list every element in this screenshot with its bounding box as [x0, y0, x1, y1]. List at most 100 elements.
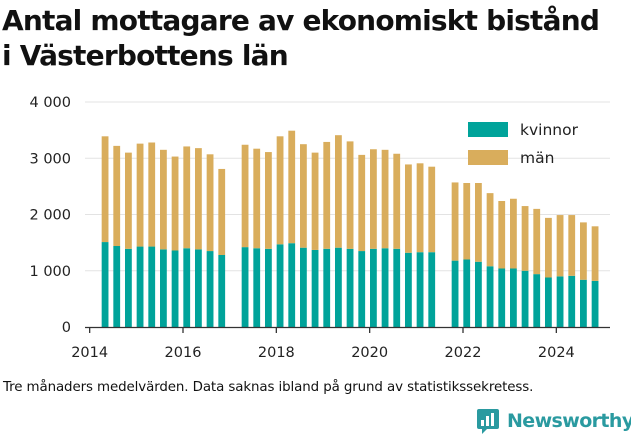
bar-man [545, 217, 552, 278]
bar-man [346, 141, 354, 249]
y-tick-label: 2 000 [29, 208, 71, 224]
x-tick-label: 2014 [71, 345, 108, 361]
bar-kvinnor [160, 249, 167, 328]
bar-man [136, 143, 144, 247]
bar-man [323, 141, 331, 249]
bar-kvinnor [288, 243, 296, 327]
bar-man [568, 215, 576, 276]
bar-man [451, 182, 459, 261]
bar-man [148, 142, 156, 247]
x-tick-label: 2024 [538, 345, 575, 361]
bar-man [486, 193, 494, 267]
bar-man [101, 136, 109, 243]
bar-man [125, 152, 132, 249]
bar-man [241, 144, 249, 248]
bar-kvinnor [463, 259, 471, 327]
chart-title: Antal mottagare av ekonomiskt bistånd i … [2, 3, 630, 73]
y-tick-label: 0 [62, 320, 71, 336]
bar-man [416, 163, 424, 253]
bar-man [311, 152, 319, 250]
bar-man [405, 164, 412, 253]
bar-kvinnor [533, 274, 541, 328]
bar-man [288, 130, 296, 244]
bar-man [358, 154, 366, 252]
bar-kvinnor [428, 252, 436, 327]
bar-kvinnor [405, 252, 412, 327]
chart-title-line-2: i Västerbottens län [2, 39, 289, 72]
bar-man [113, 145, 121, 247]
bar-kvinnor [101, 242, 109, 327]
legend-label-man: män [520, 149, 554, 167]
bar-man [591, 226, 599, 281]
bar-kvinnor [358, 251, 366, 327]
bar-man [580, 222, 587, 280]
legend-label-kvinnor: kvinnor [520, 121, 579, 139]
bar-man [171, 156, 179, 251]
bar-man [381, 149, 389, 249]
stacked-bar-chart: 0 1 000 2 000 3 000 4 000 2014 2016 2018 2020 202… [29, 95, 610, 361]
bar-man [533, 208, 541, 275]
bar-kvinnor [206, 251, 214, 327]
bar-kvinnor [545, 277, 552, 327]
bar-kvinnor [451, 260, 459, 328]
bar-man [521, 206, 529, 271]
bar-man [475, 183, 482, 262]
bar-kvinnor [253, 248, 261, 327]
chart-caption: Tre månaders medelvärden. Data saknas ib… [3, 380, 534, 395]
bar-man [463, 183, 471, 260]
x-tick-label: 2020 [351, 345, 388, 361]
bar-kvinnor [381, 248, 389, 327]
y-tick-label: 3 000 [29, 151, 71, 167]
bar-man [498, 201, 506, 269]
x-tick-label: 2016 [165, 345, 202, 361]
bar-man [218, 168, 226, 255]
bar-kvinnor [370, 248, 377, 327]
bar-kvinnor [171, 250, 179, 327]
y-tick-label: 4 000 [29, 95, 71, 111]
bar-kvinnor [113, 246, 121, 327]
bar-man [556, 215, 564, 277]
bar-man [183, 146, 191, 249]
bar-kvinnor [311, 249, 319, 327]
bar-kvinnor [218, 255, 226, 327]
brand-name: Newsworthy [507, 410, 631, 432]
bar-man [195, 148, 202, 250]
bar-man [393, 153, 401, 249]
bar-kvinnor [136, 246, 144, 327]
newsworthy-logo: Newsworthy [476, 408, 631, 434]
chart-title-line-1: Antal mottagare av ekonomiskt bistånd [2, 4, 600, 37]
bar-kvinnor [195, 249, 202, 328]
bar-man [206, 154, 214, 252]
bar-kvinnor [241, 247, 249, 328]
bar-kvinnor [510, 268, 517, 327]
bar-kvinnor [568, 275, 576, 327]
bar-kvinnor [183, 248, 191, 327]
newsworthy-chart-logo-icon [477, 409, 499, 434]
bar-kvinnor [498, 268, 506, 327]
bar-kvinnor [125, 248, 132, 327]
legend-swatch-man [468, 150, 508, 165]
bar-kvinnor [591, 280, 599, 328]
bar-man [253, 148, 261, 249]
bar-kvinnor [556, 276, 564, 328]
bar-man [160, 149, 167, 250]
bar-kvinnor [393, 248, 401, 327]
bar-kvinnor [335, 247, 342, 327]
bar-kvinnor [300, 247, 307, 327]
bar-kvinnor [346, 248, 354, 327]
bar-kvinnor [416, 252, 424, 327]
bar-man [510, 198, 517, 269]
bar-man [265, 152, 272, 249]
bar-kvinnor [475, 261, 482, 327]
bar-man [370, 149, 377, 249]
x-tick-label: 2018 [258, 345, 295, 361]
bar-kvinnor [323, 248, 331, 327]
bar-kvinnor [148, 246, 156, 327]
legend-swatch-kvinnor [468, 122, 508, 137]
bar-kvinnor [265, 248, 272, 327]
bar-man [335, 135, 342, 248]
bar-man [276, 136, 284, 245]
bar-kvinnor [580, 279, 587, 327]
x-tick-label: 2022 [445, 345, 482, 361]
bar-kvinnor [276, 244, 284, 327]
